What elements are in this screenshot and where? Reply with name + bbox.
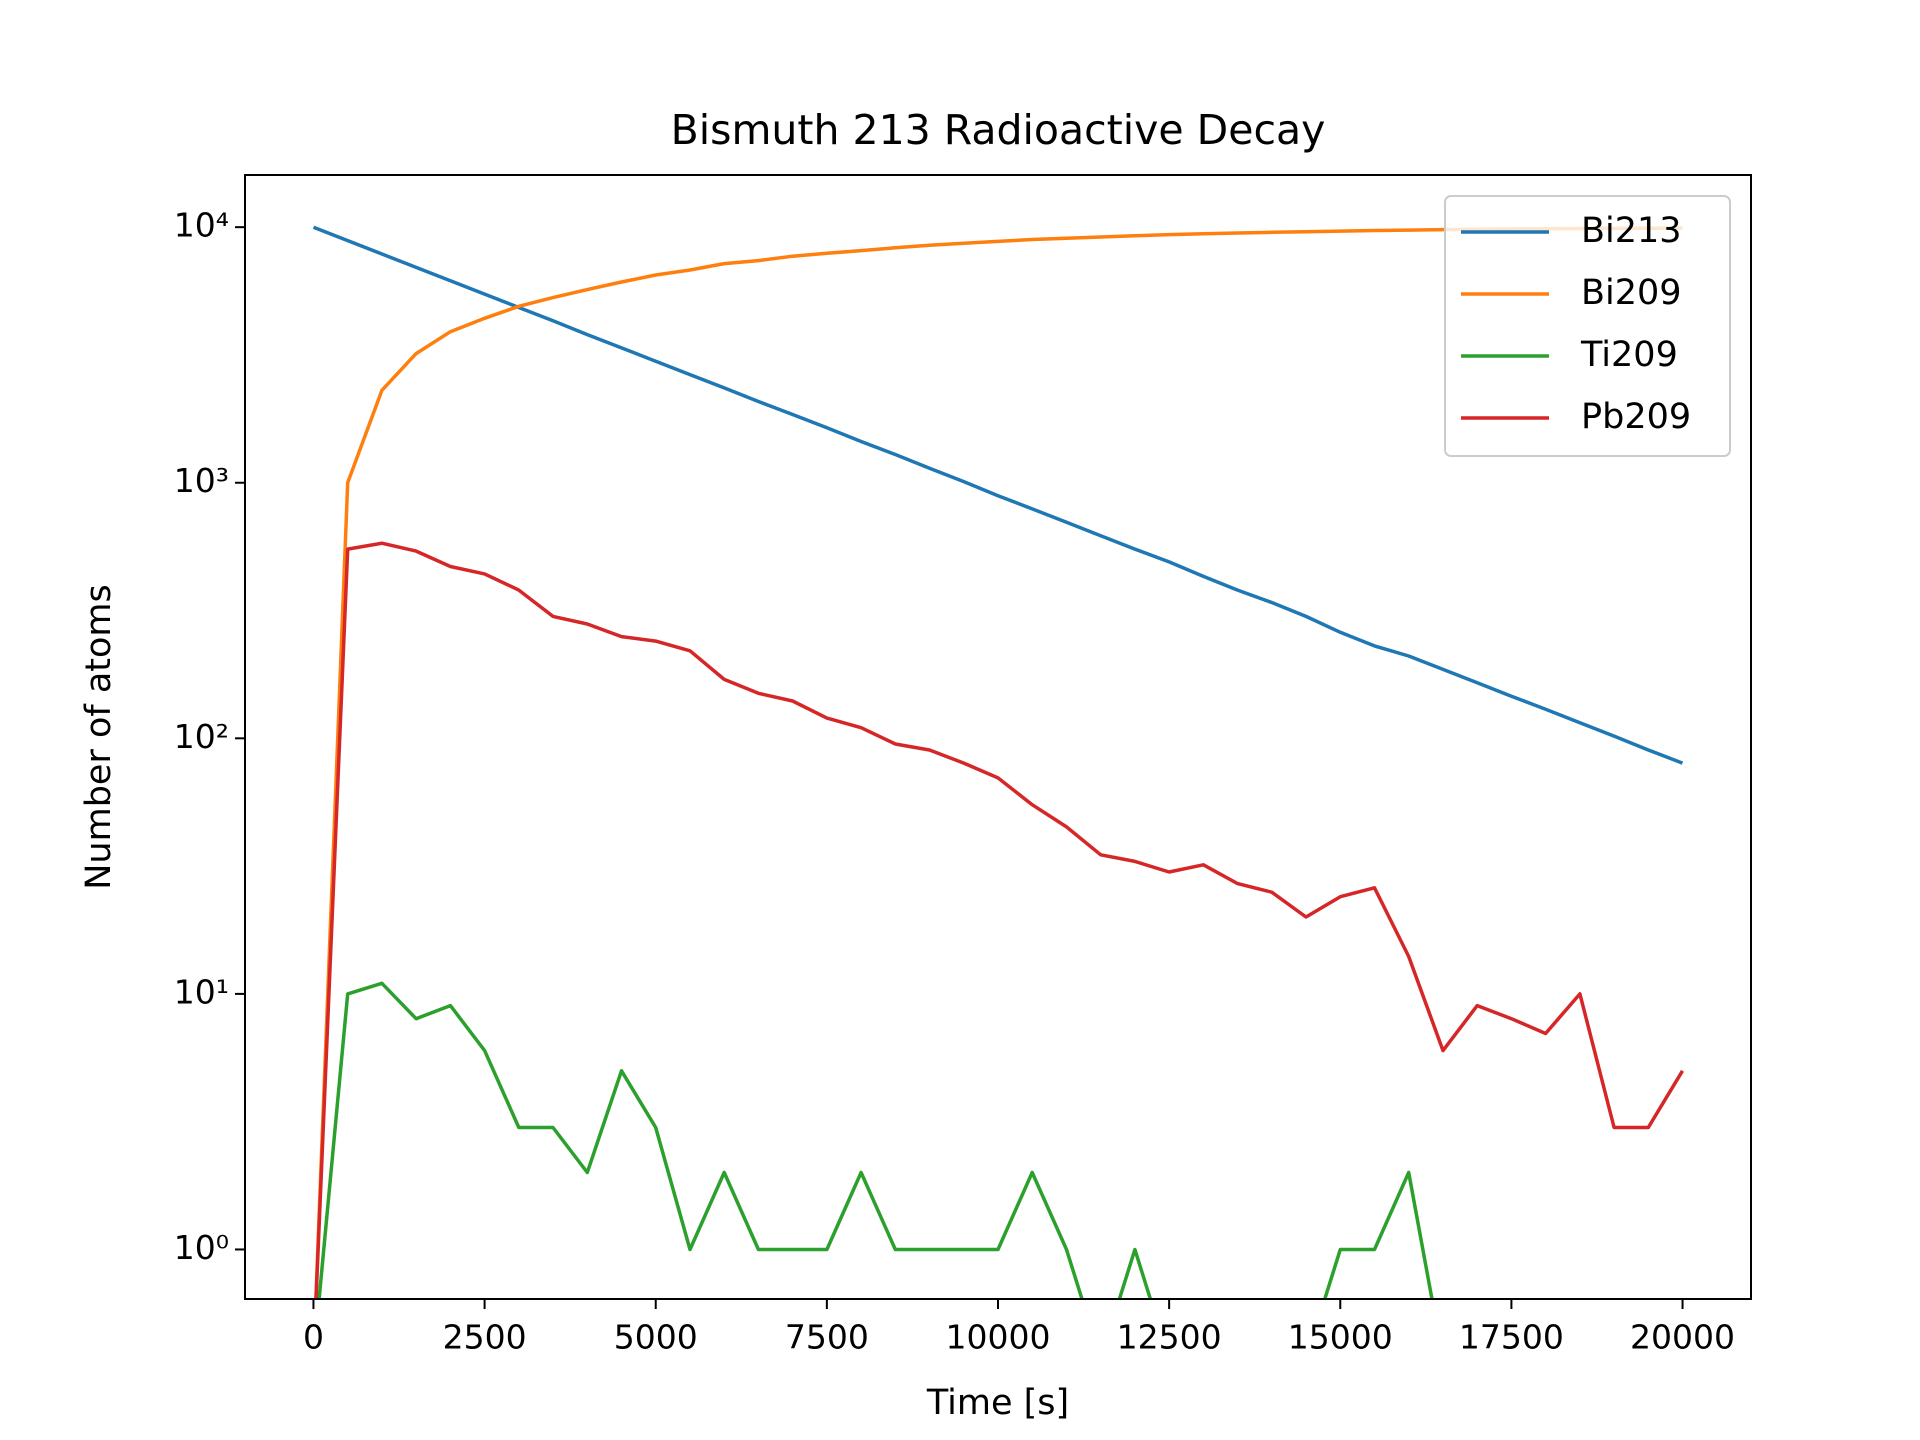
legend-box [1444,195,1731,457]
legend-label: Bi209 [1581,273,1682,313]
x-tick-label: 15000 [1288,1318,1393,1357]
x-tick-label: 0 [303,1318,324,1357]
x-tick-label: 7500 [785,1318,869,1357]
x-tick-label: 20000 [1630,1318,1735,1357]
legend-label: Ti209 [1580,335,1678,375]
y-tick-label: 10³ [174,461,229,500]
y-tick-label: 10¹ [174,972,229,1011]
chart-title: Bismuth 213 Radioactive Decay [671,106,1326,154]
series-line [312,225,1684,765]
legend-label: Bi213 [1581,211,1682,251]
series-line [317,981,1434,1299]
y-tick-label: 10⁰ [174,1228,229,1267]
y-tick-label: 10⁴ [174,206,229,245]
x-tick-label: 17500 [1459,1318,1564,1357]
x-axis-label: Time [s] [926,1383,1069,1423]
x-tick-label: 12500 [1117,1318,1222,1357]
legend-label: Pb209 [1581,397,1691,437]
x-tick-label: 10000 [946,1318,1051,1357]
series-line [314,541,1684,1299]
y-axis-label: Number of atoms [79,584,119,890]
x-tick-label: 2500 [443,1318,527,1357]
x-tick-label: 5000 [614,1318,698,1357]
y-tick-label: 10² [174,717,229,756]
